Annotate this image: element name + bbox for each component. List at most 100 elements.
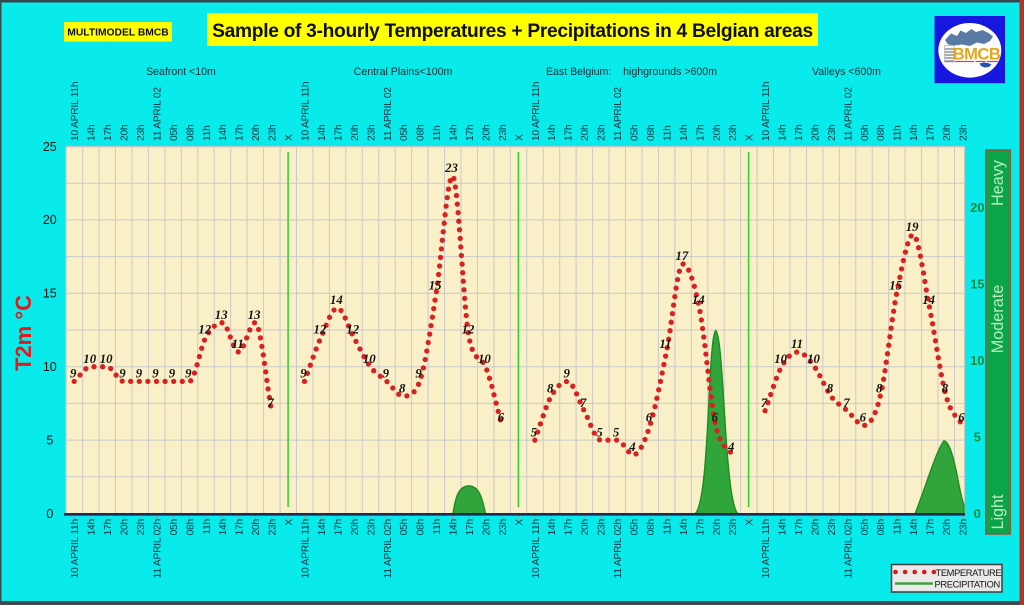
svg-text:08h: 08h [646, 125, 657, 141]
svg-text:10: 10 [363, 352, 376, 366]
svg-text:11h: 11h [202, 519, 213, 535]
svg-text:11h: 11h [893, 519, 904, 535]
svg-text:17h: 17h [794, 519, 805, 535]
svg-text:25: 25 [43, 140, 57, 154]
svg-text:9: 9 [152, 367, 159, 381]
svg-text:23h: 23h [597, 125, 608, 141]
svg-text:11h: 11h [432, 519, 443, 535]
svg-text:23h: 23h [136, 125, 147, 141]
svg-text:08h: 08h [876, 125, 887, 141]
svg-text:11h: 11h [202, 125, 213, 141]
svg-text:6: 6 [498, 411, 505, 425]
svg-text:12: 12 [198, 323, 211, 337]
svg-text:05h: 05h [169, 125, 180, 141]
svg-text:08h: 08h [416, 519, 427, 535]
svg-text:9: 9 [70, 367, 77, 381]
svg-text:10 APRIL 11h: 10 APRIL 11h [761, 519, 772, 578]
svg-text:14h: 14h [679, 125, 690, 141]
svg-text:8: 8 [827, 381, 834, 395]
svg-text:20h: 20h [580, 125, 591, 141]
svg-text:05h: 05h [860, 519, 871, 535]
svg-text:11 APRIL 02: 11 APRIL 02 [843, 87, 854, 141]
svg-text:17: 17 [676, 249, 689, 263]
svg-text:20: 20 [970, 200, 984, 215]
svg-text:9: 9 [136, 367, 143, 381]
svg-text:17h: 17h [103, 519, 114, 535]
svg-text:05h: 05h [399, 125, 410, 141]
svg-text:14h: 14h [909, 519, 920, 535]
svg-text:11 APRIL 02h: 11 APRIL 02h [383, 519, 394, 578]
svg-text:20h: 20h [942, 519, 953, 535]
svg-text:Heavy: Heavy [989, 159, 1007, 206]
svg-text:5: 5 [613, 425, 620, 439]
svg-text:0: 0 [46, 507, 53, 521]
svg-text:8: 8 [942, 381, 949, 395]
svg-text:13: 13 [248, 308, 261, 322]
svg-text:14h: 14h [679, 519, 690, 535]
svg-text:9: 9 [415, 367, 422, 381]
svg-text:5: 5 [46, 433, 53, 447]
svg-text:14: 14 [922, 293, 935, 307]
svg-text:20h: 20h [942, 125, 953, 141]
svg-text:10 APRIL 11h: 10 APRIL 11h [531, 519, 542, 578]
svg-text:10: 10 [83, 352, 96, 366]
svg-text:23: 23 [444, 161, 458, 175]
svg-text:14h: 14h [547, 125, 558, 141]
svg-text:23h: 23h [498, 519, 509, 535]
svg-text:Sample of 3-hourly Temperature: Sample of 3-hourly Temperatures + Precip… [212, 21, 813, 42]
svg-text:11 APRIL 02h: 11 APRIL 02h [613, 519, 624, 578]
svg-text:9: 9 [119, 367, 126, 381]
svg-text:14h: 14h [317, 519, 328, 535]
svg-text:5: 5 [596, 425, 603, 439]
svg-text:08h: 08h [876, 519, 887, 535]
svg-text:23h: 23h [366, 125, 377, 141]
svg-text:11 APRIL 02h: 11 APRIL 02h [843, 519, 854, 578]
svg-text:12: 12 [346, 323, 359, 337]
svg-text:23h: 23h [959, 519, 970, 535]
svg-text:MULTIMODEL BMCB: MULTIMODEL BMCB [67, 28, 168, 39]
svg-text:17h: 17h [333, 519, 344, 535]
svg-text:20h: 20h [580, 519, 591, 535]
svg-text:17h: 17h [926, 125, 937, 141]
svg-text:20h: 20h [811, 519, 822, 535]
svg-text:9: 9 [383, 367, 390, 381]
svg-text:23h: 23h [728, 519, 739, 535]
svg-text:23h: 23h [827, 125, 838, 141]
svg-text:23h: 23h [728, 125, 739, 141]
svg-text:15: 15 [43, 287, 57, 301]
svg-text:9: 9 [563, 367, 570, 381]
svg-text:15: 15 [889, 279, 902, 293]
svg-text:23h: 23h [498, 125, 509, 141]
svg-text:23h: 23h [268, 125, 279, 141]
svg-text:10 APRIL 11h: 10 APRIL 11h [301, 82, 312, 141]
svg-text:10: 10 [43, 360, 57, 374]
svg-text:20h: 20h [712, 519, 723, 535]
svg-text:6: 6 [646, 411, 653, 425]
svg-text:08h: 08h [185, 125, 196, 141]
svg-text:10 APRIL 11h: 10 APRIL 11h [761, 82, 772, 141]
svg-text:15: 15 [970, 277, 984, 292]
svg-text:11h: 11h [432, 125, 443, 141]
svg-text:20h: 20h [251, 125, 262, 141]
svg-text:14h: 14h [317, 125, 328, 141]
svg-text:08h: 08h [185, 519, 196, 535]
svg-text:9: 9 [300, 367, 307, 381]
svg-text:X: X [745, 519, 756, 526]
svg-text:11: 11 [232, 337, 244, 351]
svg-text:10 APRIL 11h: 10 APRIL 11h [531, 82, 542, 141]
svg-text:8: 8 [876, 381, 883, 395]
svg-text:11 APRIL 02: 11 APRIL 02 [383, 87, 394, 141]
svg-text:14h: 14h [449, 519, 460, 535]
svg-text:20h: 20h [712, 125, 723, 141]
svg-text:8: 8 [547, 381, 554, 395]
svg-text:17h: 17h [465, 519, 476, 535]
svg-text:9: 9 [169, 367, 176, 381]
svg-text:23h: 23h [366, 519, 377, 535]
svg-text:14: 14 [692, 293, 705, 307]
svg-text:14: 14 [330, 293, 343, 307]
svg-text:11h: 11h [662, 125, 673, 141]
svg-text:23h: 23h [268, 519, 279, 535]
svg-text:8: 8 [399, 381, 406, 395]
svg-text:10: 10 [774, 352, 787, 366]
svg-text:11h: 11h [662, 519, 673, 535]
